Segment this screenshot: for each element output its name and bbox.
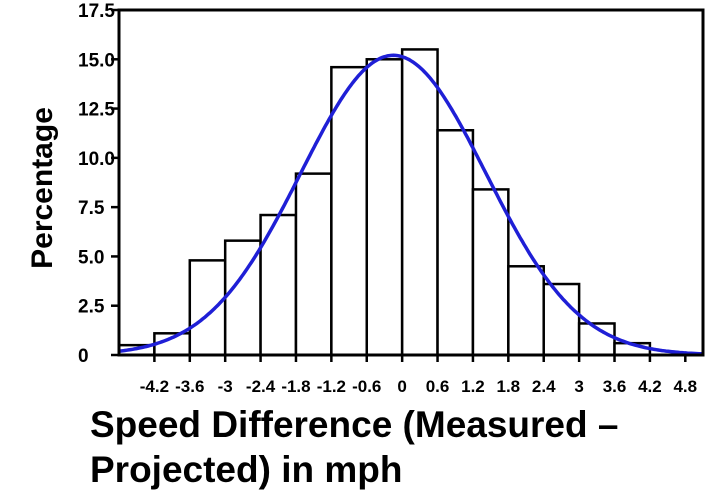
y-tick-label-5: 12.5 — [78, 100, 115, 121]
x-tick-label-10: 1.8 — [497, 377, 521, 396]
x-axis-label: Speed Difference (Measured – Projected) … — [90, 404, 619, 490]
x-tick-label-0: -4.2 — [140, 377, 169, 396]
plot-area: 0 2.5 5.0 7.5 10.0 12.5 15.0 17.5 -4.2 -3.6 -3 -2.4… — [26, 1, 705, 396]
y-tick-label-7: 17.5 — [78, 1, 115, 22]
x-tick-label-7: 0 — [397, 377, 406, 396]
x-tick-label-3: -2.4 — [246, 377, 276, 396]
histogram-bar-11 — [507, 265, 545, 357]
histogram-bar-10 — [471, 188, 510, 357]
normal-fit-curve — [118, 53, 704, 356]
y-tick-label-4: 10.0 — [78, 149, 115, 170]
y-tick-label-2: 5.0 — [78, 247, 104, 268]
x-tick-label-8: 0.6 — [426, 377, 450, 396]
x-tick-label-15: 4.8 — [673, 377, 697, 396]
histogram-bar-9 — [436, 129, 475, 357]
x-tick-label-2: -3 — [218, 377, 233, 396]
y-axis-label: Percentage — [26, 107, 59, 269]
x-tick-label-4: -1.8 — [281, 377, 310, 396]
x-tick-label-9: 1.2 — [461, 377, 485, 396]
y-tick-label-6: 15.0 — [78, 50, 115, 71]
x-tick-label-1: -3.6 — [175, 377, 204, 396]
plot-frame — [117, 8, 705, 357]
histogram-bar-7 — [365, 58, 404, 357]
x-tick-label-5: -1.2 — [317, 377, 346, 396]
x-tick-label-6: -0.6 — [352, 377, 381, 396]
x-tick-label-14: 4.2 — [638, 377, 662, 396]
histogram-bar-6 — [330, 65, 369, 357]
x-tick-label-11: 2.4 — [532, 377, 556, 396]
y-tick-label-3: 7.5 — [78, 198, 105, 219]
histogram-bar-5 — [294, 172, 333, 357]
y-tick-label-1: 2.5 — [78, 297, 105, 318]
x-tick-label-12: 3 — [574, 377, 583, 396]
y-tick-label-0: 0 — [78, 346, 89, 367]
histogram-bar-8 — [400, 48, 439, 357]
histogram-bar-12 — [542, 282, 581, 357]
x-tick-label-13: 3.6 — [603, 377, 627, 396]
histogram-bar-2 — [188, 259, 227, 357]
